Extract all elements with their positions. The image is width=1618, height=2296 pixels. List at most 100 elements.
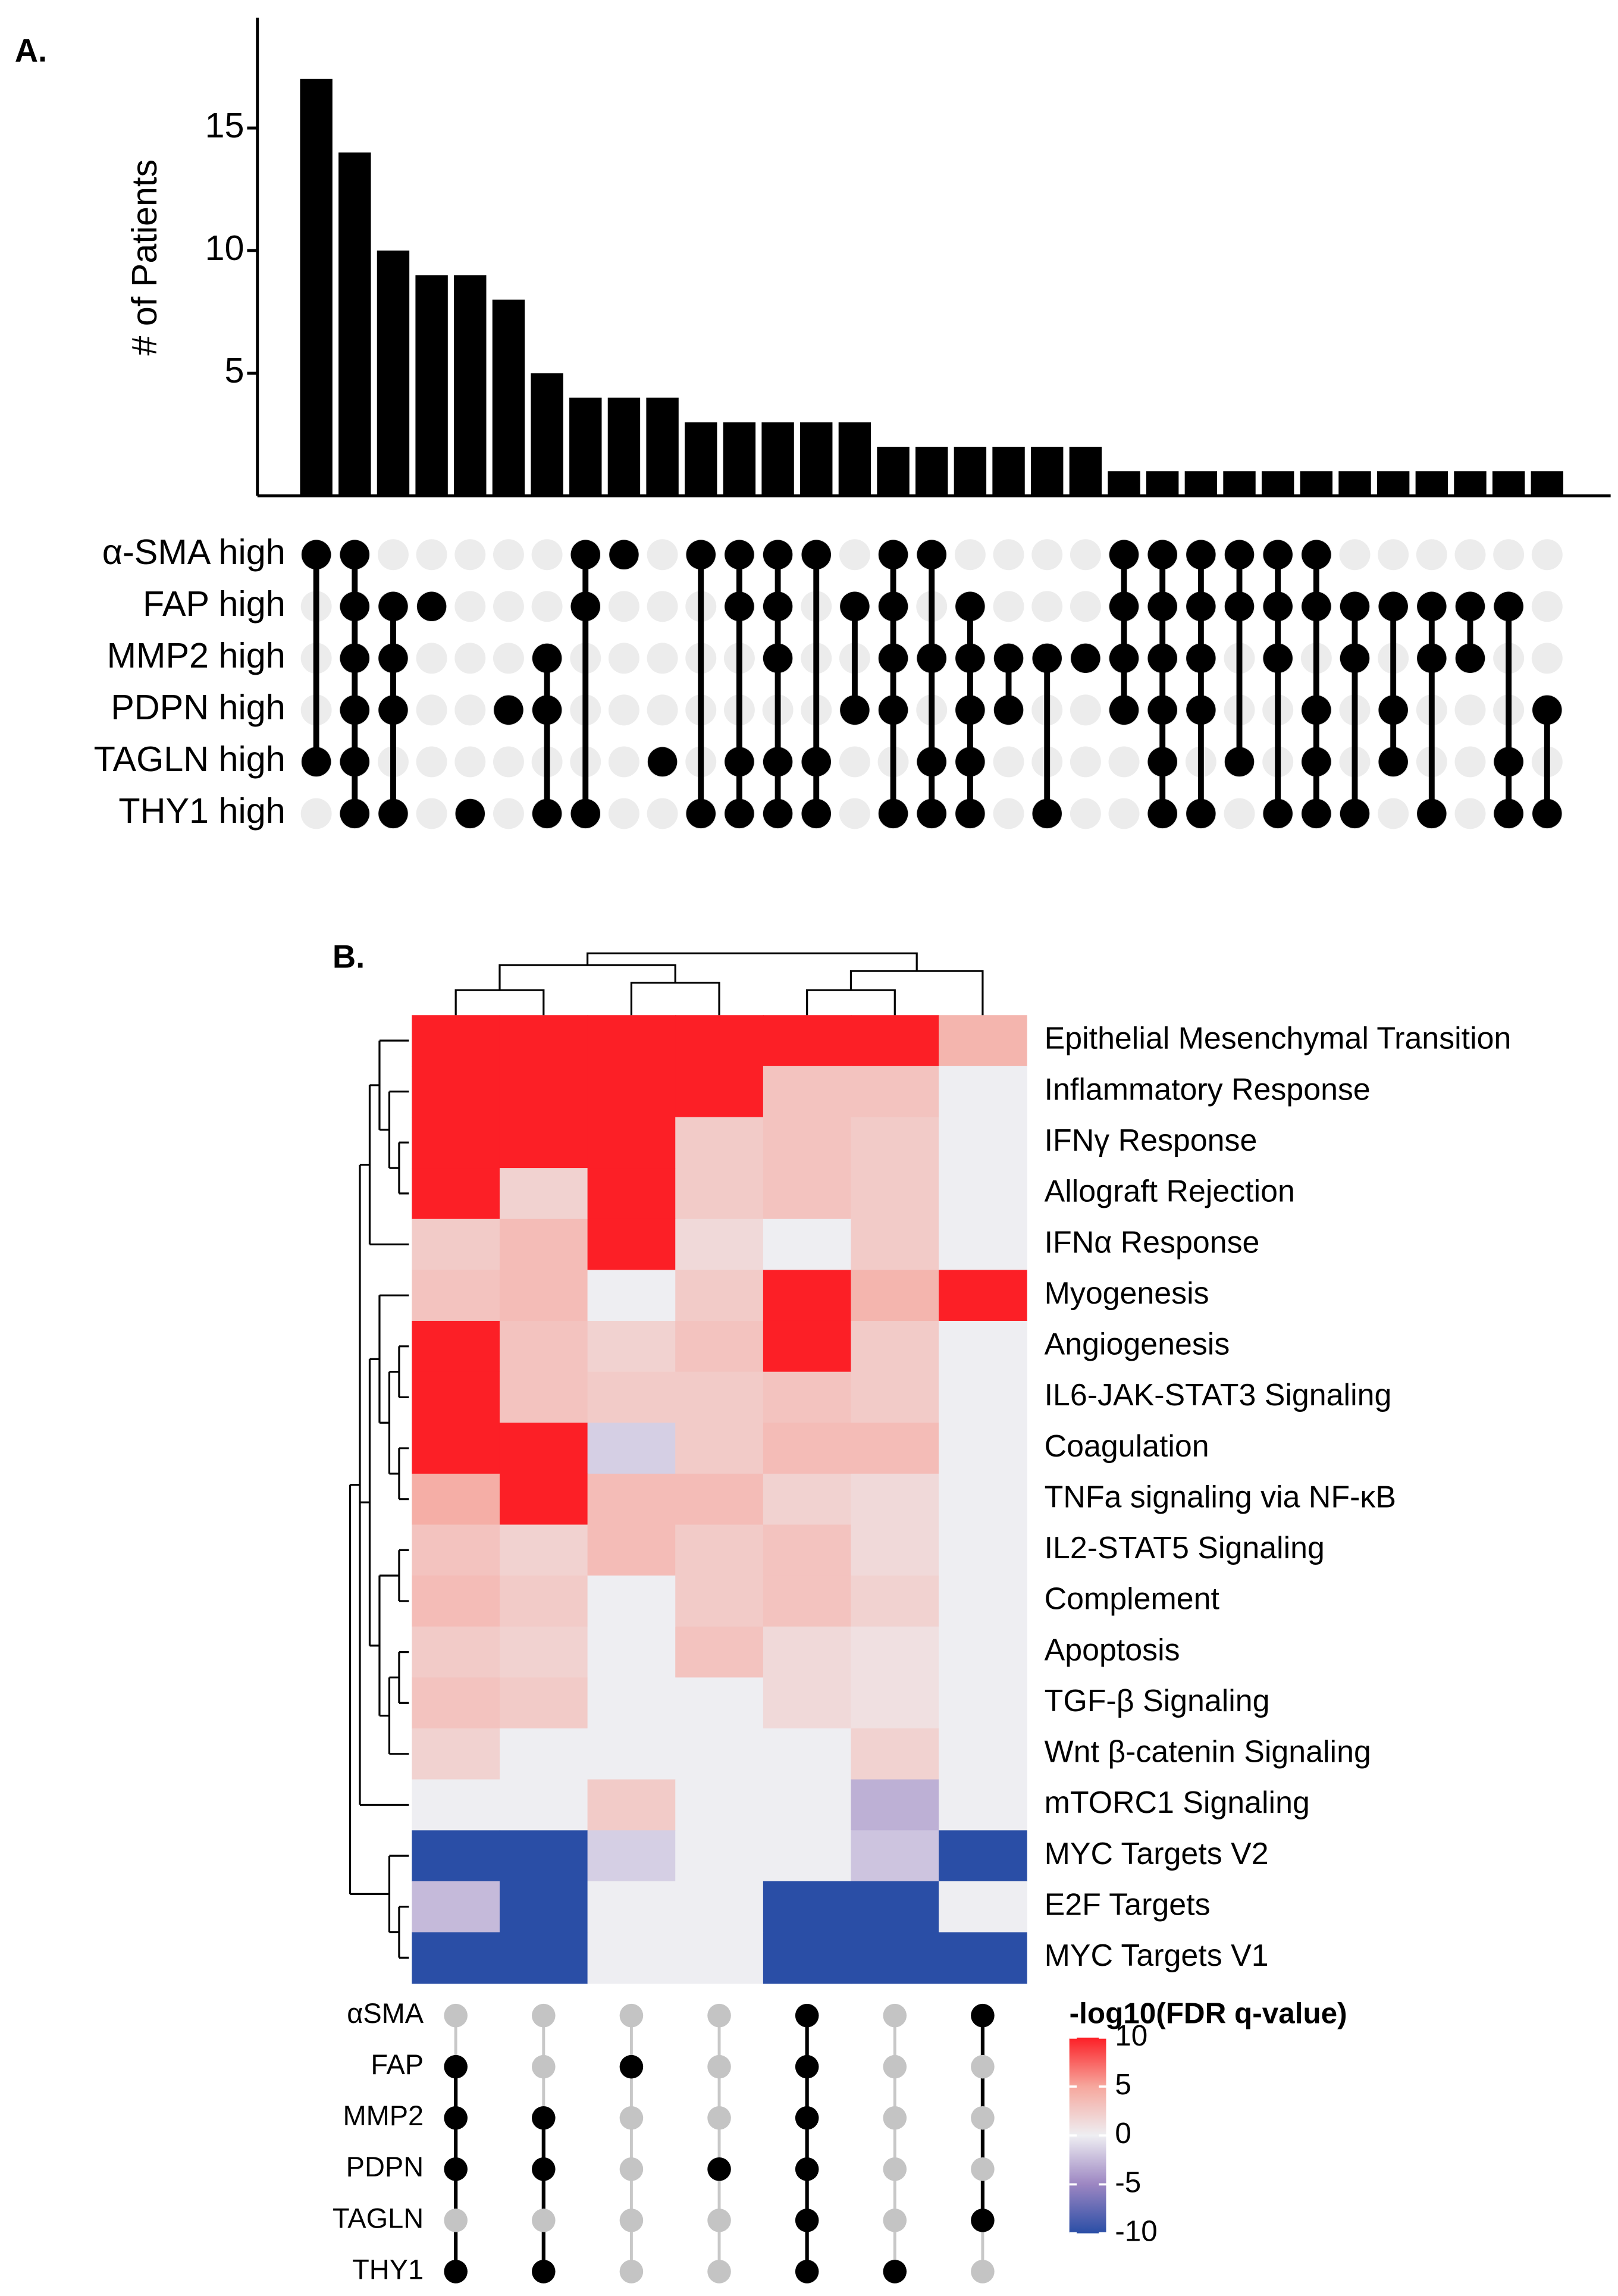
set-dot bbox=[570, 591, 600, 622]
heatmap-cell bbox=[675, 1779, 764, 1831]
set-dot bbox=[955, 591, 985, 622]
heatmap-cell bbox=[412, 1728, 500, 1780]
row-label: TNFa signaling via NF-κB bbox=[1045, 1480, 1396, 1514]
set-label: THY1 bbox=[352, 2253, 424, 2285]
set-dot bbox=[795, 2054, 819, 2079]
heatmap-cell bbox=[499, 1168, 588, 1220]
heatmap-cell bbox=[851, 1575, 940, 1627]
set-dot bbox=[1417, 591, 1447, 622]
set-dot bbox=[647, 747, 678, 777]
heatmap-cell bbox=[763, 1524, 852, 1577]
heatmap-cell bbox=[412, 1066, 500, 1118]
set-dot bbox=[763, 643, 793, 674]
heatmap-cell bbox=[412, 1320, 500, 1373]
heatmap-cell bbox=[675, 1575, 764, 1627]
set-dot bbox=[878, 540, 908, 569]
set-dot bbox=[1455, 591, 1485, 622]
set-dot bbox=[340, 798, 370, 829]
heatmap-cell bbox=[851, 1320, 940, 1373]
set-dot bbox=[619, 2003, 644, 2028]
row-label: Myogenesis bbox=[1045, 1276, 1209, 1311]
set-dot bbox=[455, 798, 485, 829]
bar bbox=[1454, 471, 1487, 496]
set-dot bbox=[1532, 695, 1562, 725]
row-label: Inflammatory Response bbox=[1045, 1072, 1371, 1107]
set-dot bbox=[494, 695, 523, 725]
set-label: FAP bbox=[371, 2048, 424, 2080]
set-dot bbox=[707, 2106, 731, 2130]
set-dot bbox=[971, 2157, 995, 2181]
set-dot bbox=[378, 798, 408, 829]
heatmap-cell bbox=[939, 1473, 1027, 1526]
set-dot bbox=[763, 747, 793, 777]
heatmap-cell bbox=[499, 1728, 588, 1780]
set-dot bbox=[1494, 798, 1523, 829]
heatmap-cell bbox=[412, 1423, 500, 1474]
heatmap-cell bbox=[587, 1168, 676, 1220]
heatmap-cell bbox=[499, 1524, 588, 1577]
heatmap-cell bbox=[939, 1117, 1027, 1169]
bar bbox=[954, 446, 987, 496]
set-dot bbox=[1224, 540, 1255, 569]
set-dot bbox=[840, 591, 870, 622]
bar bbox=[992, 446, 1025, 496]
set-dot bbox=[971, 2003, 995, 2028]
set-dot bbox=[1147, 591, 1177, 622]
heatmap-cell bbox=[412, 1779, 500, 1831]
heatmap-cell bbox=[587, 1371, 676, 1424]
set-dot bbox=[878, 695, 908, 725]
bar bbox=[723, 422, 756, 496]
heatmap-cell bbox=[851, 1066, 940, 1118]
set-dot bbox=[686, 798, 716, 829]
heatmap-cell bbox=[939, 1066, 1027, 1118]
set-dot bbox=[1494, 591, 1523, 622]
y-tick-label: 10 bbox=[205, 228, 244, 268]
set-dot bbox=[763, 591, 793, 622]
bar bbox=[1223, 471, 1256, 496]
set-dot bbox=[763, 798, 793, 829]
set-dot bbox=[1340, 798, 1370, 829]
set-dot bbox=[619, 2054, 644, 2079]
heatmap-cell bbox=[675, 1423, 764, 1474]
set-label: α-SMA high bbox=[102, 532, 286, 572]
heatmap-cell bbox=[587, 1779, 676, 1831]
colorbar-tick-label: 10 bbox=[1115, 2019, 1147, 2052]
row-label: E2F Targets bbox=[1045, 1887, 1211, 1922]
dendrogram bbox=[849, 970, 984, 1016]
set-label: MMP2 high bbox=[107, 635, 286, 675]
heatmap-cell bbox=[851, 1728, 940, 1780]
heatmap-cell bbox=[412, 1575, 500, 1627]
bar bbox=[1069, 446, 1102, 496]
heatmap-cell bbox=[763, 1168, 852, 1220]
set-dot bbox=[532, 2106, 556, 2130]
heatmap-cell bbox=[763, 1932, 852, 1984]
heatmap-cell bbox=[499, 1270, 588, 1321]
row-label: IL2-STAT5 Signaling bbox=[1045, 1531, 1325, 1565]
set-dot bbox=[1186, 798, 1216, 829]
set-dot bbox=[1147, 798, 1177, 829]
row-label: IFNγ Response bbox=[1045, 1123, 1258, 1158]
heatmap-cell bbox=[851, 1015, 940, 1067]
bar bbox=[646, 397, 679, 496]
set-dot bbox=[301, 540, 331, 569]
row-label: TGF-β Signaling bbox=[1045, 1684, 1270, 1718]
set-dot bbox=[955, 643, 985, 674]
colorbar-tick-label: -10 bbox=[1115, 2215, 1157, 2248]
bar bbox=[1146, 471, 1179, 496]
bar bbox=[1531, 471, 1564, 496]
heatmap-cell bbox=[587, 1626, 676, 1678]
set-dot bbox=[917, 747, 946, 777]
set-dot bbox=[763, 540, 793, 569]
heatmap-cell bbox=[675, 1117, 764, 1169]
colorbar-tick-label: -5 bbox=[1115, 2166, 1141, 2198]
set-dot bbox=[801, 747, 831, 777]
dendrogram bbox=[587, 952, 918, 972]
heatmap-cell bbox=[412, 1473, 500, 1526]
set-dot bbox=[1302, 747, 1331, 777]
panel-label: B. bbox=[333, 939, 365, 975]
heatmap-cell bbox=[587, 1320, 676, 1373]
heatmap-cell bbox=[939, 1371, 1027, 1424]
set-dot bbox=[993, 695, 1024, 725]
set-dot bbox=[1455, 643, 1485, 674]
set-dot bbox=[917, 540, 946, 569]
